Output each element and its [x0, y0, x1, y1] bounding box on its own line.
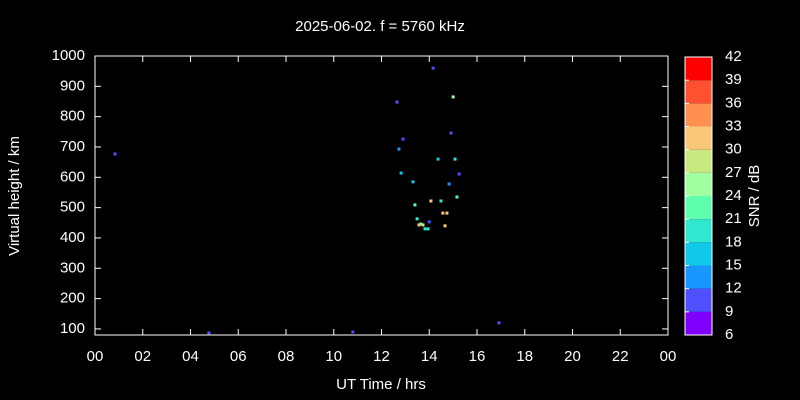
point: [411, 180, 415, 184]
point: [426, 227, 430, 231]
y-tick-label: 700: [60, 138, 85, 155]
point: [436, 157, 440, 161]
point: [419, 222, 423, 226]
colorbar-tick-label: 18: [725, 233, 742, 250]
x-tick-label: 00: [660, 348, 677, 365]
y-axis-label: Virtual height / km: [6, 136, 23, 256]
x-tick-label: 20: [564, 348, 581, 365]
y-tick-label: 300: [60, 259, 85, 276]
point: [451, 95, 455, 99]
colorbar-band: [685, 196, 712, 220]
point: [453, 157, 457, 161]
point: [439, 199, 443, 203]
y-tick-label: 500: [60, 199, 85, 216]
x-axis-label: UT Time / hrs: [336, 376, 426, 393]
point: [427, 220, 431, 224]
point: [401, 137, 405, 141]
colorbar-band: [685, 57, 712, 81]
point: [441, 211, 445, 215]
colorbar-tick-label: 39: [725, 71, 742, 88]
colorbar-tick-label: 15: [725, 256, 742, 273]
x-tick-label: 16: [469, 348, 486, 365]
point: [351, 330, 355, 334]
colorbar-band: [685, 219, 712, 243]
point: [399, 171, 403, 175]
y-tick-label: 800: [60, 108, 85, 125]
point: [457, 172, 461, 176]
colorbar-tick-label: 12: [725, 280, 742, 297]
colorbar-band: [685, 80, 712, 104]
colorbar-band: [685, 103, 712, 127]
y-tick-label: 200: [60, 290, 85, 307]
y-tick-label: 400: [60, 229, 85, 246]
x-tick-label: 00: [87, 348, 104, 365]
point: [449, 131, 453, 135]
colorbar-label: SNR / dB: [746, 165, 763, 228]
point: [397, 147, 401, 151]
x-tick-label: 06: [230, 348, 247, 365]
colorbar-tick-label: 42: [725, 48, 742, 65]
y-tick-label: 600: [60, 168, 85, 185]
colorbar-tick-label: 27: [725, 164, 742, 181]
x-tick-label: 18: [516, 348, 533, 365]
point: [395, 100, 399, 104]
point: [429, 199, 433, 203]
colorbar-tick-label: 36: [725, 94, 742, 111]
colorbar-tick-label: 24: [725, 187, 742, 204]
colorbar-tick-label: 21: [725, 210, 742, 227]
colorbar-band: [685, 242, 712, 266]
x-tick-label: 04: [182, 348, 199, 365]
y-tick-label: 100: [60, 320, 85, 337]
point: [455, 195, 459, 199]
chart-title: 2025-06-02. f = 5760 kHz: [295, 18, 465, 35]
point: [417, 223, 421, 227]
colorbar-tick-label: 6: [725, 326, 733, 343]
colorbar-band: [685, 288, 712, 312]
colorbar-band: [685, 126, 712, 150]
colorbar-band: [685, 172, 712, 196]
point: [421, 223, 425, 227]
point: [113, 152, 117, 156]
point: [423, 227, 427, 231]
x-tick-label: 12: [373, 348, 390, 365]
point: [445, 211, 449, 215]
point: [447, 182, 451, 186]
y-tick-label: 1000: [52, 47, 85, 64]
x-tick-label: 08: [278, 348, 295, 365]
x-tick-label: 02: [134, 348, 151, 365]
colorbar-band: [685, 265, 712, 289]
x-tick-label: 14: [421, 348, 438, 365]
colorbar-tick-label: 9: [725, 303, 733, 320]
x-tick-label: 22: [612, 348, 629, 365]
point: [207, 331, 211, 335]
colorbar-band: [685, 311, 712, 335]
colorbar-tick-label: 30: [725, 141, 742, 158]
point: [443, 224, 447, 228]
point: [431, 66, 435, 70]
x-tick-label: 10: [325, 348, 342, 365]
point: [497, 321, 501, 325]
y-tick-label: 900: [60, 77, 85, 94]
point: [415, 217, 419, 221]
colorbar-band: [685, 149, 712, 173]
colorbar-tick-label: 33: [725, 117, 742, 134]
point: [413, 203, 417, 207]
